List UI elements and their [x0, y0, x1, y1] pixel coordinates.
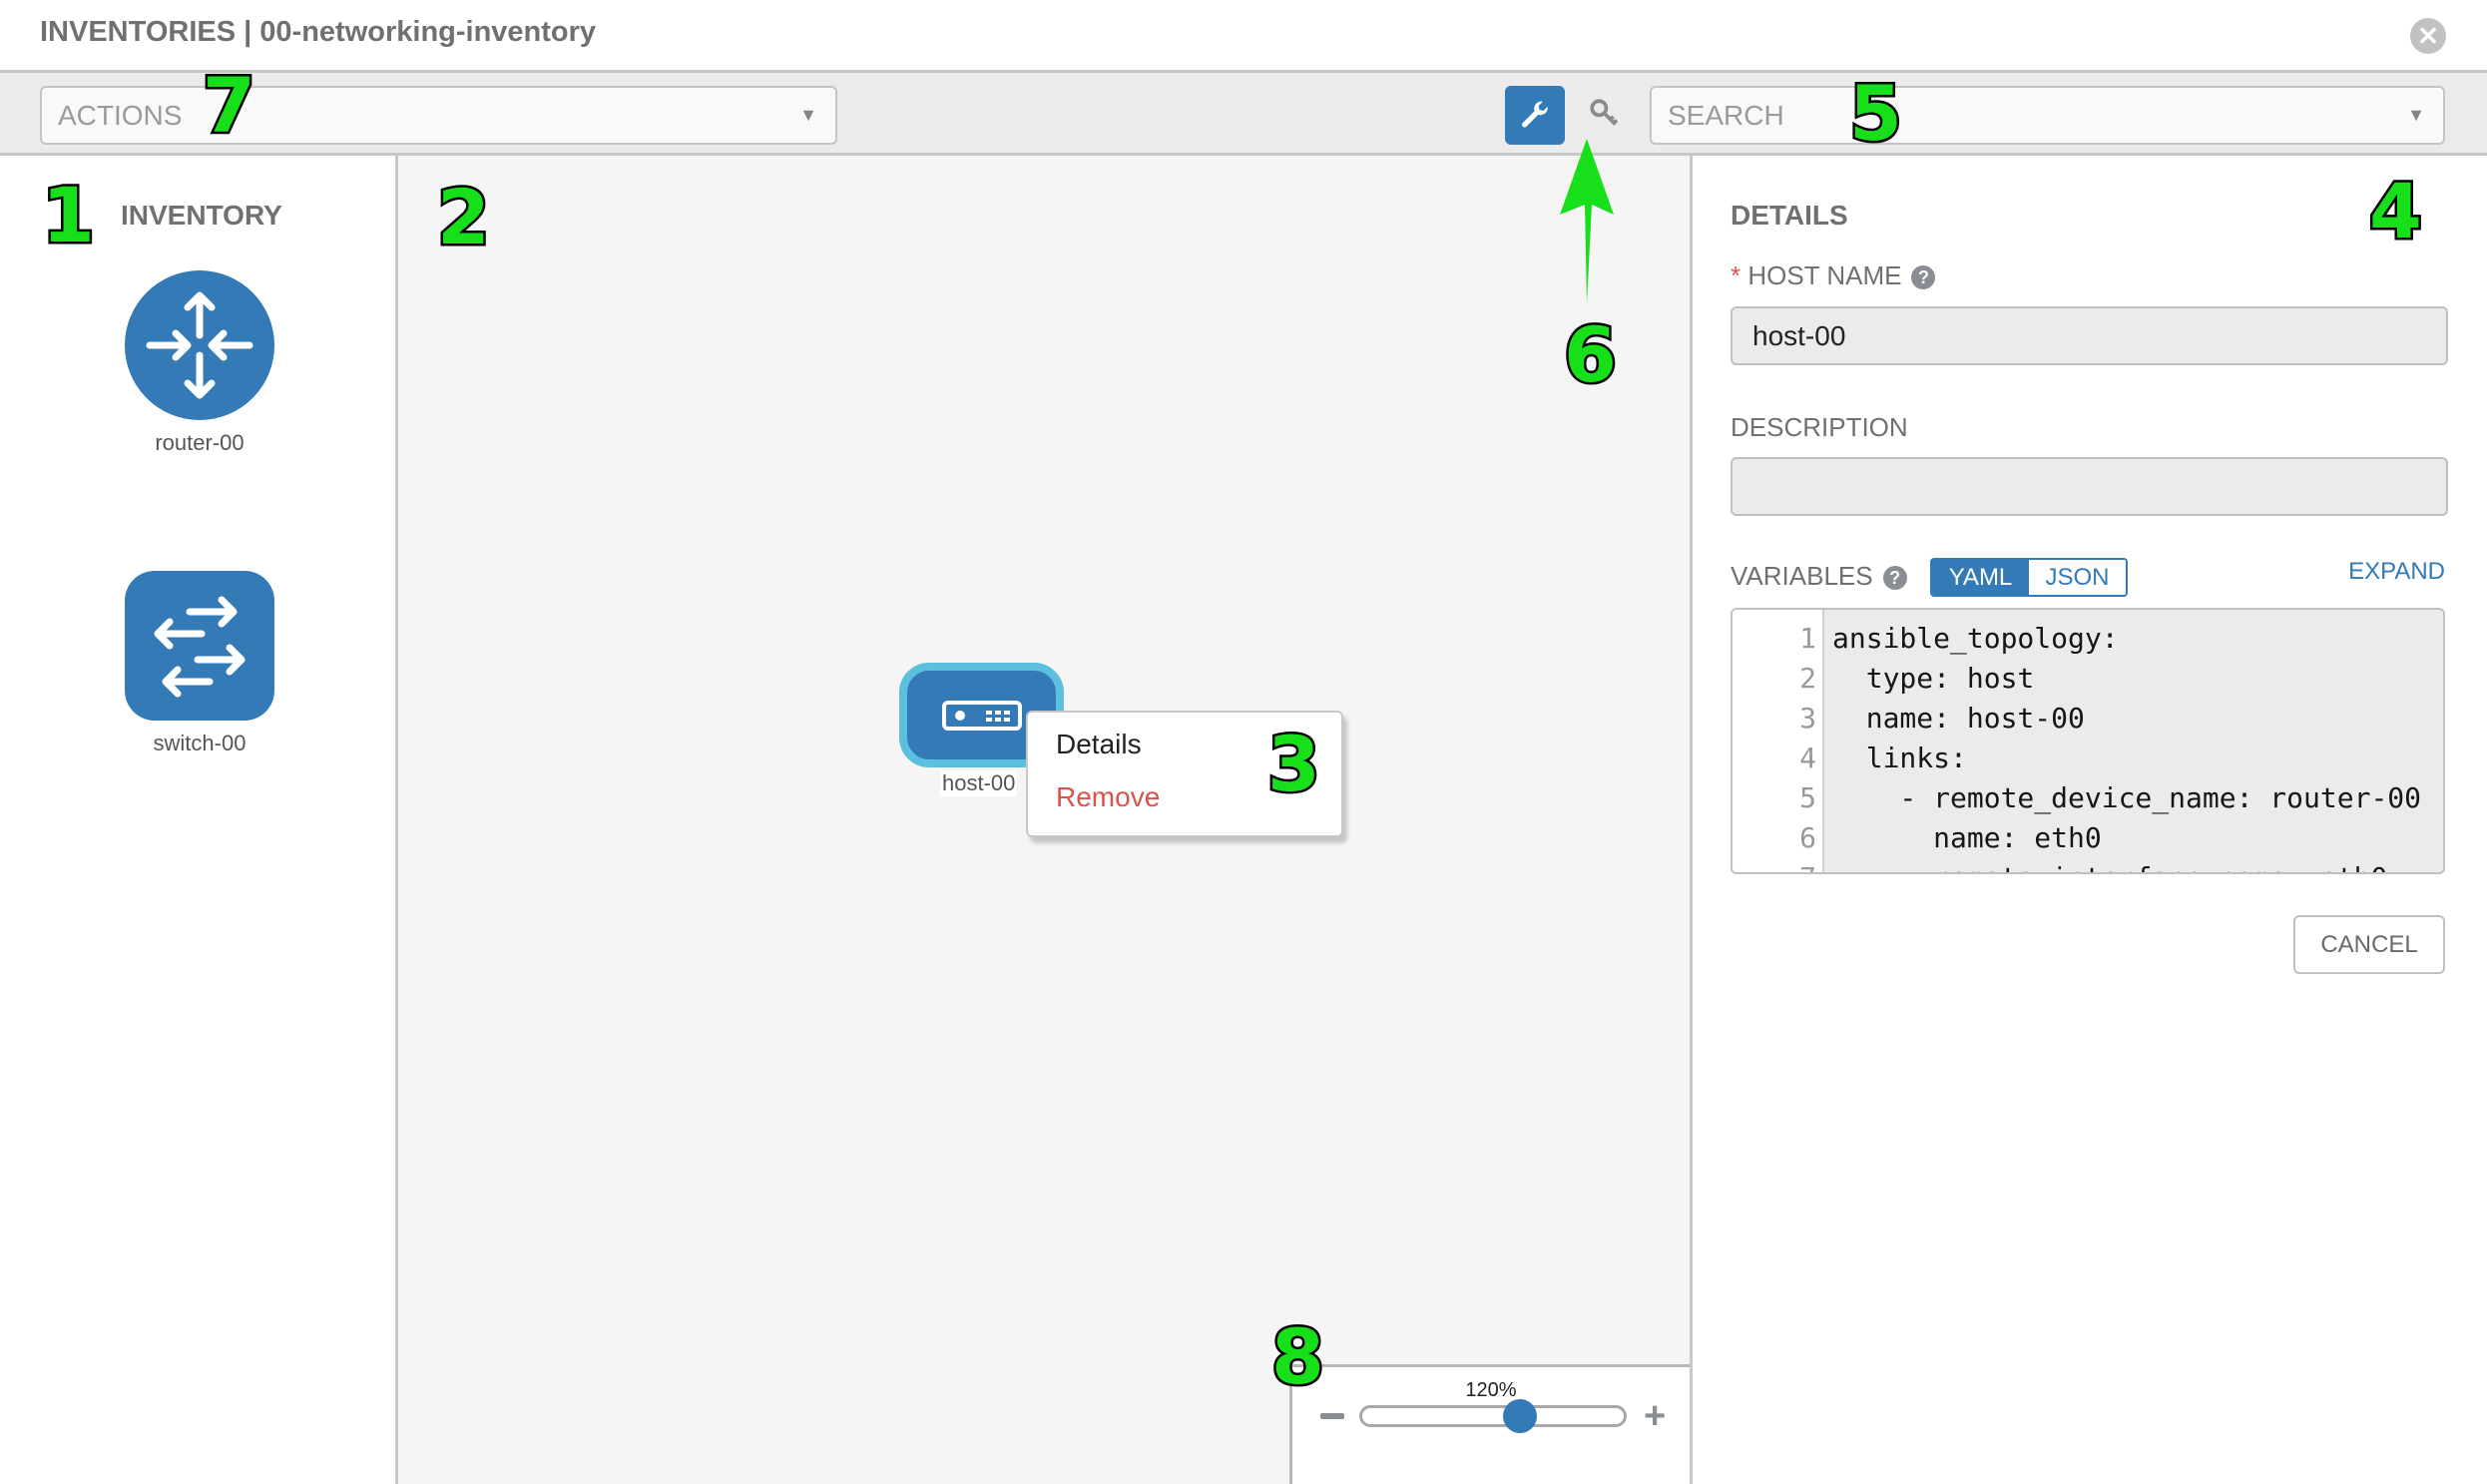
actions-dropdown[interactable]: ACTIONS ▼ — [40, 86, 837, 145]
details-title: DETAILS — [1731, 200, 1848, 231]
code-line: remote_interface_name: eth0 — [1832, 861, 2387, 872]
menu-item-remove[interactable]: Remove — [1056, 781, 1161, 812]
description-input[interactable] — [1731, 457, 2448, 516]
line-gutter — [1733, 610, 1824, 872]
switch-icon[interactable] — [125, 571, 274, 721]
zoom-level: 120% — [1465, 1379, 1517, 1401]
annotation-6: 6 — [1562, 310, 1620, 399]
code-line: name: eth0 — [1832, 821, 2102, 854]
chevron-down-icon: ▼ — [799, 105, 817, 125]
search-dropdown[interactable]: SEARCH ▼ — [1650, 86, 2445, 145]
json-toggle[interactable]: JSON — [2029, 560, 2126, 595]
host-label: host-00 — [940, 770, 1018, 796]
description-label: DESCRIPTION — [1731, 412, 1908, 442]
annotation-3: 3 — [1265, 720, 1323, 808]
actions-placeholder: ACTIONS — [58, 100, 183, 131]
annotation-8: 8 — [1269, 1312, 1327, 1401]
variables-label-text: VARIABLES — [1731, 561, 1873, 591]
required-mark: * — [1731, 260, 1741, 290]
format-toggle: YAML JSON — [1930, 558, 2128, 597]
close-circle-icon[interactable]: ✕ — [2410, 18, 2446, 54]
cancel-button[interactable]: CANCEL — [2293, 915, 2445, 974]
line-number: 5 — [1799, 781, 1816, 814]
line-number: 4 — [1799, 742, 1816, 774]
header: INVENTORIES | 00-networking-inventory ✕ — [0, 0, 2487, 73]
context-menu: Details Remove — [1026, 711, 1343, 837]
zoom-in-icon[interactable]: + — [1644, 1395, 1667, 1437]
wrench-icon[interactable] — [1505, 86, 1565, 145]
zoom-slider-thumb[interactable] — [1502, 1399, 1537, 1433]
variables-editor[interactable]: 1 ansible_topology: 2 type: host 3 name: ho… — [1731, 608, 2445, 874]
expand-link[interactable]: EXPAND — [2348, 558, 2445, 585]
server-icon — [941, 700, 1022, 731]
code-line: ansible_topology: — [1832, 622, 2119, 655]
line-number: 1 — [1799, 622, 1816, 655]
inventory-title: INVENTORY — [121, 200, 282, 231]
toolbar: ACTIONS ▼ SEARCH ▼ — [0, 73, 2487, 156]
annotation-arrow-icon — [1560, 139, 1614, 304]
annotation-4: 4 — [2367, 167, 2425, 255]
page-title: INVENTORIES | 00-networking-inventory — [40, 16, 597, 48]
annotation-1: 1 — [40, 171, 98, 259]
annotation-2: 2 — [435, 173, 493, 261]
yaml-toggle[interactable]: YAML — [1932, 560, 2029, 595]
code-line: - remote_device_name: router-00 — [1832, 781, 2422, 814]
line-number: 3 — [1799, 702, 1816, 735]
inventory-panel: INVENTORY router-00 switch-00 — [0, 156, 398, 1484]
annotation-5: 5 — [1847, 69, 1905, 158]
annotation-7: 7 — [201, 61, 258, 150]
line-number: 7 — [1733, 861, 1816, 872]
host-name-input[interactable]: host-00 — [1731, 306, 2448, 365]
router-label: router-00 — [155, 430, 245, 455]
variables-label: VARIABLES? — [1731, 561, 1907, 592]
router-icon[interactable] — [125, 270, 274, 420]
host-name-label: * HOST NAME? — [1731, 260, 1936, 291]
chevron-down-icon: ▼ — [2407, 105, 2425, 125]
code-line: type: host — [1832, 662, 2035, 695]
help-icon[interactable]: ? — [1882, 566, 1907, 591]
zoom-slider[interactable] — [1359, 1405, 1627, 1427]
code-line: name: host-00 — [1832, 702, 2085, 735]
help-icon[interactable]: ? — [1911, 265, 1936, 290]
host-name-label-text: HOST NAME — [1747, 260, 1902, 290]
line-number: 2 — [1799, 662, 1816, 695]
switch-label: switch-00 — [153, 731, 247, 755]
code-line: links: — [1832, 742, 1967, 774]
search-placeholder: SEARCH — [1668, 100, 1784, 131]
menu-item-details[interactable]: Details — [1056, 729, 1142, 759]
key-icon[interactable] — [1585, 94, 1625, 134]
line-number: 6 — [1799, 821, 1816, 854]
zoom-out-icon[interactable] — [1320, 1413, 1344, 1419]
zoom-control: 120% + — [1289, 1364, 1690, 1484]
